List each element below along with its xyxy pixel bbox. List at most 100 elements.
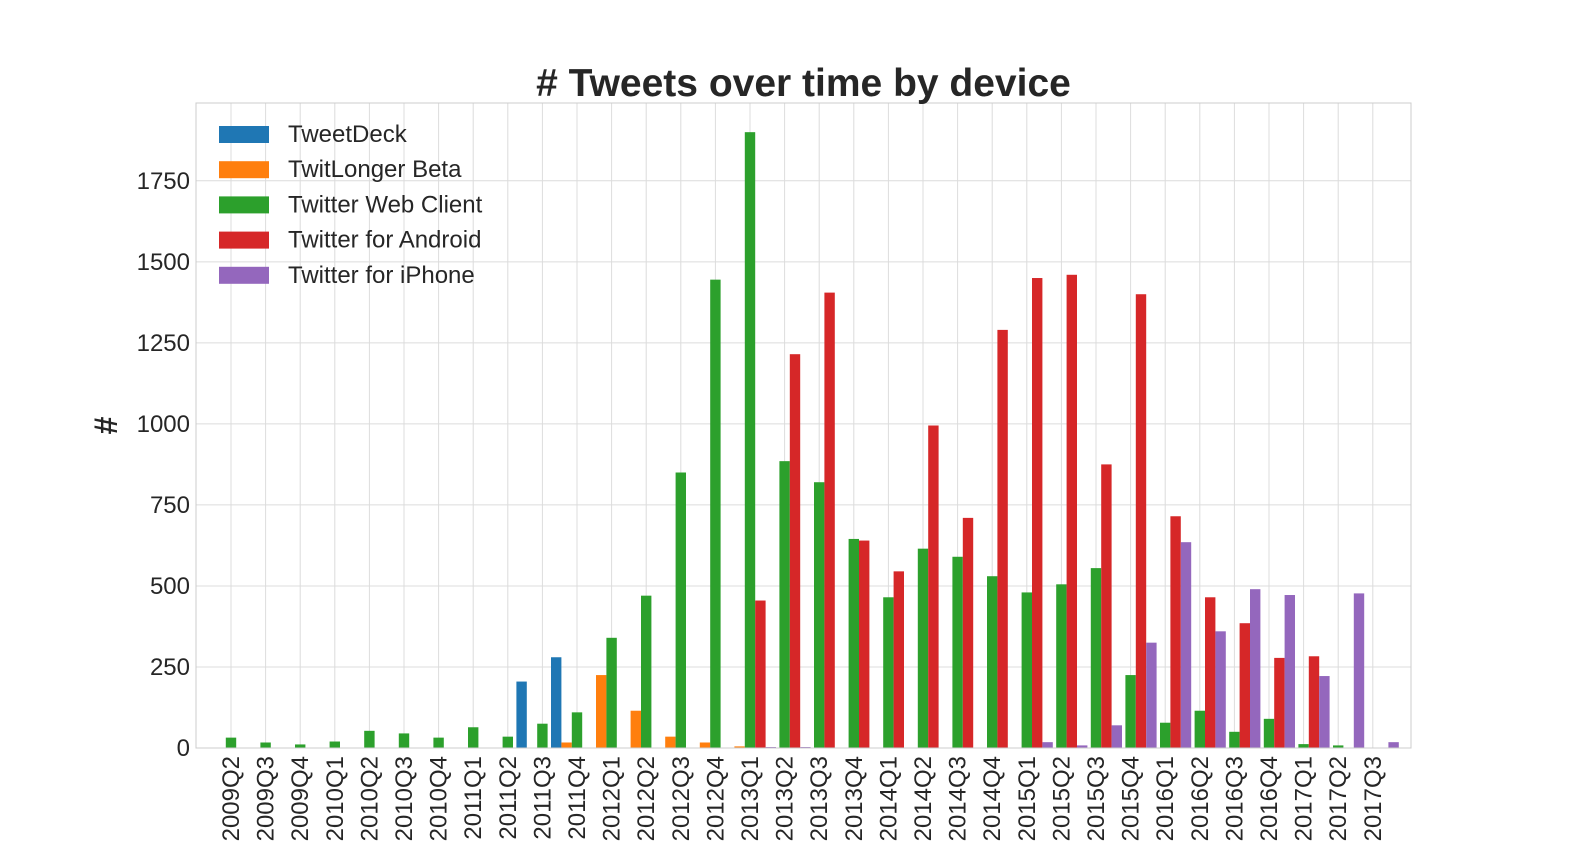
x-tick-label: 2013Q2 xyxy=(772,756,799,841)
bar-twitter-for-iphone xyxy=(1111,725,1122,748)
bar-twitter-for-android xyxy=(1170,516,1181,748)
bar-twitter-for-android xyxy=(1205,597,1216,748)
bar-twitter-web-client xyxy=(1333,745,1344,748)
bar-twitter-for-iphone xyxy=(1353,593,1365,748)
x-tick-label: 2015Q3 xyxy=(1083,756,1110,841)
bar-twitter-web-client xyxy=(1021,592,1032,748)
x-tick-label: 2010Q4 xyxy=(426,756,453,841)
x-tick-label: 2011Q4 xyxy=(564,756,591,840)
bar-twitter-for-android xyxy=(893,571,904,748)
bar-twitter-web-client xyxy=(295,744,306,748)
bar-twitter-web-client xyxy=(1229,731,1240,748)
bar-twitter-for-android xyxy=(1239,623,1250,748)
legend-label: TweetDeck xyxy=(288,121,408,148)
legend-swatch xyxy=(219,196,269,214)
x-tick-label: 2011Q3 xyxy=(529,756,556,840)
bar-twitter-web-client xyxy=(225,737,237,748)
bar-twitter-for-android xyxy=(1101,464,1112,748)
bar-twitter-web-client xyxy=(537,723,548,748)
bar-twitter-for-iphone xyxy=(1284,595,1295,748)
legend-label: TwitLonger Beta xyxy=(288,156,462,183)
x-tick-label: 2011Q2 xyxy=(495,756,522,840)
x-tick-label: 2016Q4 xyxy=(1256,756,1283,841)
y-tick-label: 750 xyxy=(150,492,190,519)
bar-twitter-web-client xyxy=(848,538,859,748)
bar-twitter-web-client xyxy=(641,595,652,748)
y-tick-label: 1000 xyxy=(137,411,190,438)
bar-twitter-web-client xyxy=(502,736,513,748)
bar-twitter-for-android xyxy=(962,517,974,748)
bar-twitter-web-client xyxy=(744,132,756,749)
x-tick-label: 2015Q1 xyxy=(1014,756,1041,841)
bar-twitter-for-iphone xyxy=(1319,676,1330,748)
bar-twitter-web-client xyxy=(952,556,963,748)
x-tick-label: 2015Q4 xyxy=(1118,756,1145,841)
bar-twitter-for-android xyxy=(997,329,1008,748)
x-tick-label: 2014Q1 xyxy=(875,756,902,841)
x-tick-label: 2009Q2 xyxy=(218,756,245,841)
legend-swatch xyxy=(219,161,269,179)
bar-twitter-for-android xyxy=(1066,274,1077,748)
x-tick-label: 2009Q4 xyxy=(287,756,314,841)
bar-twitter-for-iphone xyxy=(1077,745,1088,748)
bar-tweetdeck xyxy=(551,657,562,748)
x-tick-label: 2017Q2 xyxy=(1325,756,1352,841)
bar-twitter-for-android xyxy=(859,540,870,748)
bar-twitter-web-client xyxy=(468,727,479,748)
bar-twitter-web-client xyxy=(779,461,790,748)
x-tick-label: 2012Q2 xyxy=(633,756,660,841)
x-tick-label: 2016Q1 xyxy=(1152,756,1179,841)
x-tick-label: 2016Q2 xyxy=(1187,756,1214,841)
x-tick-label: 2014Q4 xyxy=(979,756,1006,841)
bar-twitter-web-client xyxy=(433,737,444,748)
bar-twitter-web-client xyxy=(606,637,617,748)
bar-twitter-web-client xyxy=(987,576,998,748)
y-tick-label: 0 xyxy=(177,735,190,762)
bar-twitter-web-client xyxy=(1263,718,1275,748)
x-tick-label: 2013Q4 xyxy=(841,756,868,841)
bar-twitlonger-beta xyxy=(596,675,607,748)
x-tick-label: 2010Q2 xyxy=(356,756,383,841)
bar-twitter-for-iphone xyxy=(1388,742,1399,748)
legend-label: Twitter Web Client xyxy=(288,191,483,218)
y-axis-label: # xyxy=(88,416,124,434)
bar-twitlonger-beta xyxy=(734,746,745,748)
bar-twitter-web-client xyxy=(260,742,271,748)
bar-twitlonger-beta xyxy=(665,736,676,748)
y-tick-label: 500 xyxy=(150,573,190,600)
bar-twitter-web-client xyxy=(1160,722,1171,748)
y-axis-ticks: 0 250 500 750 1000 1250 1500 1750 xyxy=(137,168,190,762)
y-tick-label: 1750 xyxy=(137,168,190,195)
bar-twitter-web-client xyxy=(571,712,583,748)
bar-twitter-web-client xyxy=(710,279,721,748)
bar-twitter-web-client xyxy=(814,482,825,748)
x-tick-label: 2014Q2 xyxy=(910,756,937,841)
bar-twitter-web-client xyxy=(675,472,686,748)
bar-twitter-web-client xyxy=(1125,675,1136,748)
x-tick-label: 2009Q3 xyxy=(253,756,280,841)
bar-twitter-for-android xyxy=(824,292,835,748)
bar-twitter-web-client xyxy=(364,730,375,748)
bar-twitter-for-android xyxy=(1032,278,1043,748)
bar-twitter-web-client xyxy=(398,733,410,748)
plot-frame xyxy=(195,102,1412,749)
x-tick-label: 2012Q1 xyxy=(599,756,626,841)
bar-twitter-web-client xyxy=(917,548,929,748)
bar-twitter-for-android xyxy=(789,354,801,748)
bar-twitter-for-android xyxy=(1135,294,1147,748)
bar-twitter-web-client xyxy=(1056,584,1067,748)
x-tick-label: 2013Q1 xyxy=(737,756,764,841)
x-tick-label: 2010Q3 xyxy=(391,756,418,841)
bar-twitter-for-iphone xyxy=(1180,542,1192,748)
bar-twitter-for-iphone xyxy=(1146,642,1157,748)
legend-label: Twitter for Android xyxy=(288,227,481,254)
legend-swatch xyxy=(219,231,269,249)
x-tick-label: 2013Q3 xyxy=(806,756,833,841)
bar-twitter-for-android xyxy=(1274,657,1285,748)
legend-swatch xyxy=(219,126,269,143)
y-tick-label: 250 xyxy=(150,654,190,681)
bar-twitter-web-client xyxy=(1298,744,1309,748)
bar-twitter-web-client xyxy=(329,741,340,748)
bar-twitter-for-iphone xyxy=(1250,589,1261,748)
